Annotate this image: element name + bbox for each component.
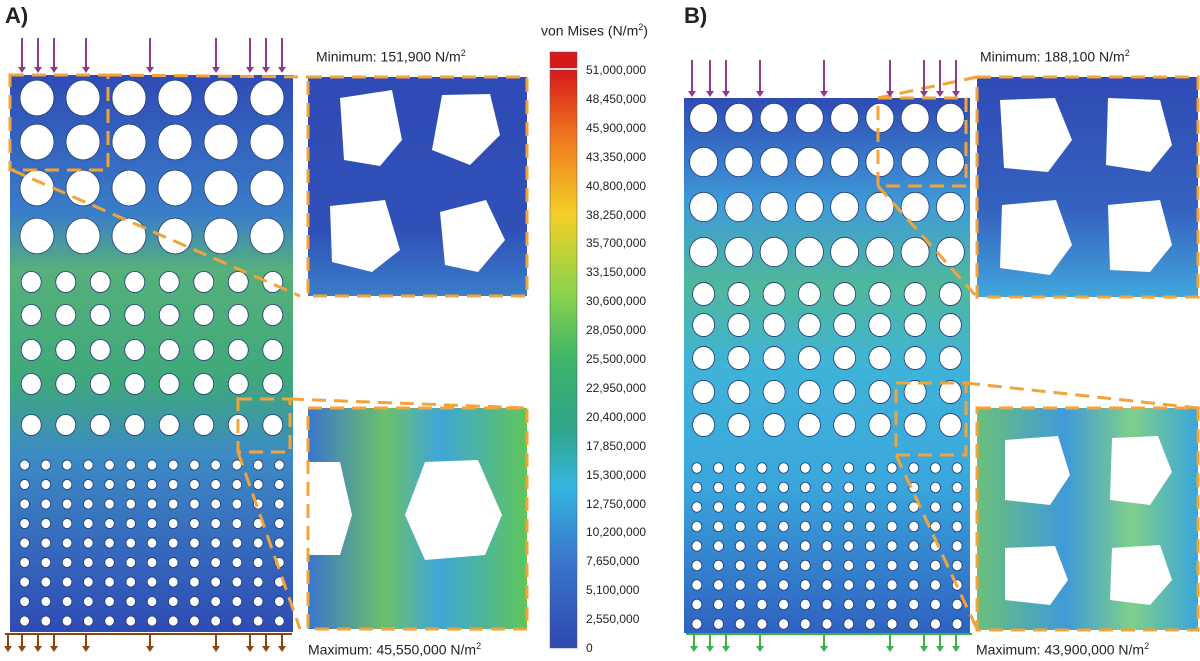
legend-tick: 10,200,000: [586, 525, 647, 540]
legend-tick: 25,500,000: [586, 352, 647, 366]
legend-tick: 40,800,000: [586, 178, 647, 193]
panel-a-plate: [10, 75, 293, 632]
panel-a-label: A): [5, 3, 29, 28]
legend-title: von Mises (N/m2): [541, 22, 648, 39]
panel-b-maximum: Maximum: 43,900,000 N/m2: [976, 641, 1150, 658]
legend-tick: 51,000,000: [586, 63, 647, 77]
legend-colorbar: [549, 51, 578, 649]
legend-tick: 15,300,000: [586, 467, 647, 482]
legend-tick: 35,700,000: [586, 236, 647, 251]
legend-tick: 5,100,000: [586, 583, 640, 598]
legend-tick: 38,250,000: [586, 207, 647, 222]
panel-b-label: B): [684, 3, 708, 28]
legend-tick: 17,850,000: [586, 438, 647, 453]
legend-tick: 43,350,000: [586, 149, 647, 164]
legend-tick: 45,900,000: [586, 120, 647, 135]
legend-tick: 0: [586, 641, 593, 655]
legend-tick: 7,650,000: [586, 554, 640, 569]
legend-tick: 22,950,000: [586, 380, 647, 395]
legend-tick: 30,600,000: [586, 294, 647, 309]
legend-tick: 12,750,000: [586, 496, 647, 511]
panel-b-plate: [684, 98, 970, 633]
panel-b-zoom-top: [977, 77, 1198, 297]
panel-a-zoom-top: [308, 77, 527, 296]
legend-tick: 48,450,000: [586, 91, 647, 106]
legend-tick: 33,150,000: [586, 265, 647, 280]
panel-b-minimum: Minimum: 188,100 N/m2: [980, 48, 1130, 65]
legend-tick: 2,550,000: [586, 612, 640, 627]
panel-a-zoom-bottom: [308, 408, 527, 629]
zoom-guides: [8, 73, 1200, 632]
panel-a-maximum: Maximum: 45,550,000 N/m2: [308, 641, 482, 658]
legend-tick: 28,050,000: [586, 323, 647, 338]
panel-a-minimum: Minimum: 151,900 N/m2: [316, 48, 466, 65]
legend-tick: 20,400,000: [586, 409, 647, 424]
panel-b-zoom-bottom: [977, 408, 1198, 630]
